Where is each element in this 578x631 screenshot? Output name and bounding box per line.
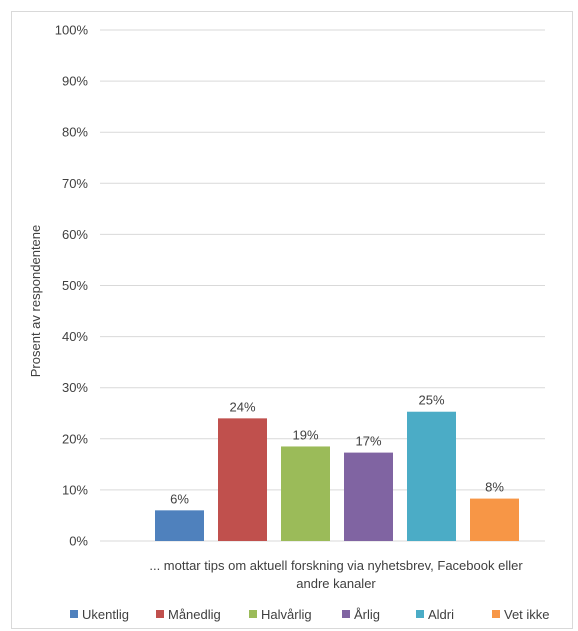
bar-halvårlig bbox=[281, 446, 330, 541]
y-tick-label: 80% bbox=[62, 125, 88, 140]
bar-månedlig bbox=[218, 418, 267, 541]
legend-item-label: Månedlig bbox=[168, 607, 221, 622]
bar-årlig bbox=[344, 452, 393, 541]
data-label: 6% bbox=[170, 491, 189, 506]
data-label: 8% bbox=[485, 480, 504, 495]
y-tick-labels: 0% 10% 20% 30% 40% 50% 60% 70% 80% 90% 100% bbox=[55, 23, 89, 549]
bar-ukentlig bbox=[155, 510, 204, 541]
y-tick-label: 90% bbox=[62, 74, 88, 89]
y-tick-label: 70% bbox=[62, 176, 88, 191]
x-axis-label-line-1: ... mottar tips om aktuell forskning via… bbox=[149, 558, 523, 573]
bar-aldri bbox=[407, 411, 456, 541]
data-label: 24% bbox=[229, 399, 255, 414]
y-tick-label: 10% bbox=[62, 482, 88, 497]
legend-swatch bbox=[342, 610, 350, 618]
y-tick-label: 0% bbox=[69, 534, 88, 549]
legend-item-label: Aldri bbox=[428, 607, 454, 622]
x-axis-label-line-2: andre kanaler bbox=[296, 576, 376, 591]
legend-swatch bbox=[416, 610, 424, 618]
y-axis-label: Prosent av respondentene bbox=[28, 225, 43, 378]
y-tick-label: 20% bbox=[62, 431, 88, 446]
legend-item-label: Halvårlig bbox=[261, 607, 312, 622]
legend-swatch bbox=[70, 610, 78, 618]
legend-swatch bbox=[492, 610, 500, 618]
y-tick-label: 60% bbox=[62, 227, 88, 242]
data-labels: 6% 24% 19% 17% 25% 8% bbox=[170, 393, 504, 507]
data-label: 19% bbox=[292, 427, 318, 442]
legend: Ukentlig Månedlig Halvårlig Årlig Aldri Vet i… bbox=[70, 607, 550, 622]
legend-swatch bbox=[249, 610, 257, 618]
legend-item-label: Ukentlig bbox=[82, 607, 129, 622]
bar-vet-ikke bbox=[470, 498, 519, 541]
y-tick-label: 50% bbox=[62, 278, 88, 293]
y-tick-label: 40% bbox=[62, 329, 88, 344]
data-label: 17% bbox=[355, 434, 381, 449]
y-tick-label: 30% bbox=[62, 380, 88, 395]
legend-item-label: Årlig bbox=[354, 607, 380, 622]
legend-swatch bbox=[156, 610, 164, 618]
bars bbox=[155, 411, 519, 541]
data-label: 25% bbox=[418, 393, 444, 408]
legend-item-label: Vet ikke bbox=[504, 607, 550, 622]
y-tick-label: 100% bbox=[55, 23, 89, 38]
